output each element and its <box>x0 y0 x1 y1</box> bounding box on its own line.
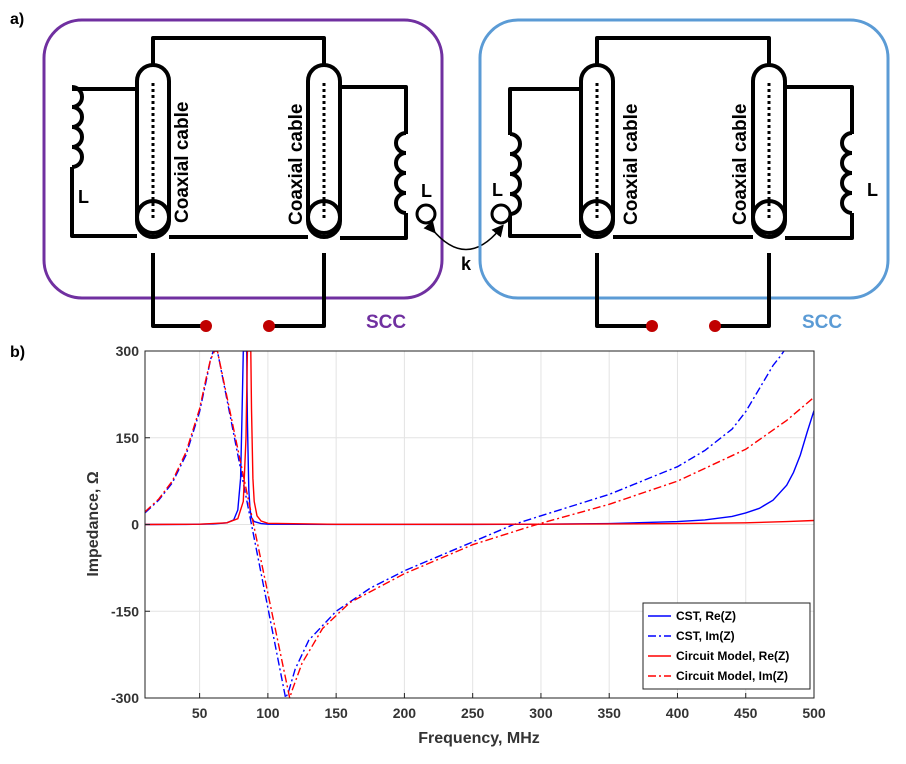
coax-cable-left-2 <box>306 63 342 239</box>
scc-label-left: SCC <box>366 312 406 333</box>
port-left-1 <box>200 320 212 332</box>
y-tick-label: -300 <box>111 690 139 706</box>
coupling-label: k <box>461 254 472 274</box>
x-tick-label: 250 <box>461 705 485 721</box>
coax-cable-left-1 <box>135 63 171 239</box>
series-line-3 <box>145 351 814 526</box>
legend-entry: Circuit Model, Im(Z) <box>676 669 788 683</box>
coil-label-left-1: L <box>78 187 89 207</box>
scc-label-right: SCC <box>802 312 842 333</box>
y-axis-label: Impedance, Ω <box>85 471 102 576</box>
y-tick-label: 300 <box>116 343 140 359</box>
coax-label-right-1: Coaxial cable <box>621 104 642 225</box>
legend-entry: CST, Re(Z) <box>676 609 736 623</box>
coupling-arrow <box>423 220 504 251</box>
left-scc-box <box>42 18 444 300</box>
x-tick-label: 500 <box>802 705 826 721</box>
legend-entry: Circuit Model, Re(Z) <box>676 649 789 663</box>
x-tick-label: 100 <box>256 705 280 721</box>
y-tick-label: -150 <box>111 603 139 619</box>
x-tick-label: 350 <box>598 705 622 721</box>
coax-label-left-2: Coaxial cable <box>286 104 307 225</box>
x-tick-label: 400 <box>666 705 690 721</box>
impedance-chart: 50 100 150 200 250 300 350 400 450 500 -300 -150 0 15… <box>85 343 826 747</box>
pickup-loop-right <box>490 203 512 225</box>
x-tick-label: 450 <box>734 705 758 721</box>
coax-label-right-2: Coaxial cable <box>730 104 751 225</box>
x-tick-label: 50 <box>192 705 208 721</box>
y-tick-label: 150 <box>116 430 140 446</box>
coil-label-right-2: L <box>867 180 878 200</box>
series-layer <box>145 351 814 698</box>
x-tick-label: 150 <box>324 705 348 721</box>
port-right-1 <box>646 320 658 332</box>
right-scc-circuit: Coaxial cable Coaxial cable L L SCC <box>478 18 890 333</box>
x-tick-label: 200 <box>393 705 417 721</box>
port-right-2 <box>709 320 721 332</box>
x-tick-label: 300 <box>529 705 553 721</box>
pickup-loop-left <box>415 203 437 225</box>
series-line-1 <box>145 351 814 526</box>
legend-entry: CST, Im(Z) <box>676 629 735 643</box>
coax-label-left-1: Coaxial cable <box>172 102 193 223</box>
y-tick-label: 0 <box>131 517 139 533</box>
panel-a-label: a) <box>10 11 24 28</box>
port-left-2 <box>263 320 275 332</box>
panel-b-label: b) <box>10 344 25 361</box>
coax-cable-right-2 <box>751 63 787 239</box>
legend-box <box>642 602 811 690</box>
left-scc-circuit: Coaxial cable Coaxial cable L L SCC <box>42 18 444 333</box>
legend: CST, Re(Z) CST, Im(Z) Circuit Model, Re(Z)… <box>642 602 811 690</box>
coax-cable-right-1 <box>579 63 615 239</box>
coil-label-right-1: L <box>492 180 503 200</box>
x-axis-label: Frequency, MHz <box>418 730 540 747</box>
coil-label-left-2: L <box>421 181 432 201</box>
right-scc-box <box>478 18 890 300</box>
tick-labels: 50 100 150 200 250 300 350 400 450 500 -300 -150 0 15… <box>111 343 826 721</box>
